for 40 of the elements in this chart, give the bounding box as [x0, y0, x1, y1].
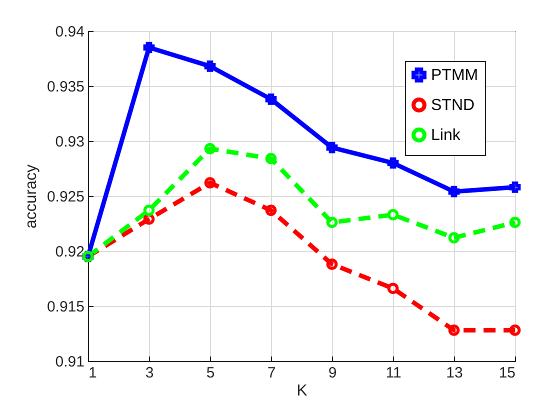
point	[204, 60, 216, 72]
point	[387, 209, 399, 220]
legend-label: PTMM	[431, 67, 478, 84]
point	[448, 232, 460, 244]
y-tick-label: 0.91	[55, 354, 84, 370]
legend-label: STND	[431, 97, 475, 114]
x-tick-label: 11	[386, 364, 402, 382]
point	[143, 42, 155, 54]
point	[326, 216, 338, 228]
point	[448, 186, 460, 198]
point	[326, 142, 338, 154]
point	[326, 258, 338, 270]
point	[265, 152, 277, 164]
y-tick-label: 0.935	[46, 78, 84, 96]
point	[265, 94, 277, 105]
point	[204, 143, 216, 154]
legend-label: Link	[431, 127, 462, 144]
point	[509, 216, 521, 228]
y-axis-title: accuracy	[22, 164, 40, 229]
point	[387, 157, 399, 169]
x-tick-label: 13	[446, 364, 463, 382]
x-tick-label: 1	[88, 364, 97, 382]
y-tick-label: 0.915	[46, 298, 84, 316]
x-tick-label: 5	[206, 364, 215, 382]
point	[509, 324, 521, 336]
y-tick-label: 0.92	[55, 244, 84, 260]
x-axis-title: K	[296, 382, 308, 400]
point	[143, 204, 155, 216]
point	[204, 177, 216, 188]
point	[448, 324, 460, 336]
x-tick-label: 9	[328, 364, 337, 382]
x-tick-label: 7	[267, 364, 276, 382]
y-tick-label: 0.925	[46, 188, 84, 206]
point	[387, 282, 399, 294]
point	[265, 204, 277, 216]
x-tick-label: 15	[498, 364, 516, 382]
y-tick-label: 0.94	[55, 24, 84, 40]
x-tick-label: 3	[145, 364, 154, 382]
y-tick-label: 0.93	[55, 134, 84, 150]
point	[509, 182, 521, 193]
